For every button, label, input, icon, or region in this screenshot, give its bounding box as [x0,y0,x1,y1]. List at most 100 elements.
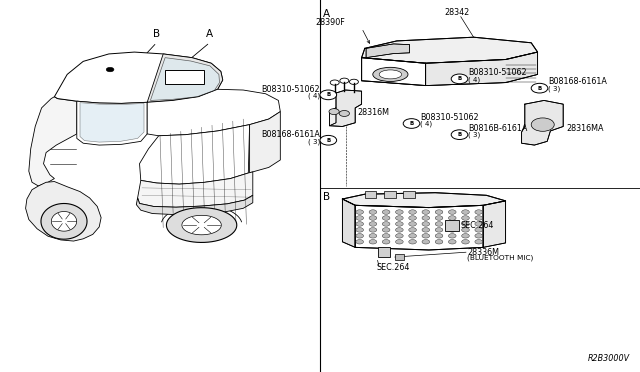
Circle shape [356,228,364,232]
Circle shape [396,240,403,244]
Circle shape [422,234,429,238]
Circle shape [422,240,429,244]
Text: (BLUETOOTH MIC): (BLUETOOTH MIC) [467,255,534,262]
Circle shape [475,228,483,232]
Circle shape [356,210,364,214]
Polygon shape [136,195,253,215]
Circle shape [106,67,114,72]
Circle shape [449,234,456,238]
Text: B: B [410,121,413,126]
Circle shape [451,130,468,140]
Polygon shape [342,199,355,247]
Circle shape [396,228,403,232]
Circle shape [475,210,483,214]
Polygon shape [41,203,87,239]
Circle shape [396,222,403,226]
Text: B: B [326,92,330,97]
Circle shape [449,228,456,232]
Text: ( 3): ( 3) [308,138,320,145]
Polygon shape [166,208,237,243]
Text: B: B [326,138,330,143]
Polygon shape [147,89,280,136]
Polygon shape [138,172,253,207]
Text: ( 3): ( 3) [468,132,481,138]
Circle shape [369,216,377,220]
Circle shape [435,240,443,244]
Circle shape [320,135,337,145]
Circle shape [382,234,390,238]
Circle shape [329,109,339,115]
Text: A: A [206,29,214,39]
Circle shape [461,234,469,238]
Text: R2B3000V: R2B3000V [588,354,630,363]
Circle shape [409,234,417,238]
FancyBboxPatch shape [378,247,390,257]
Circle shape [382,222,390,226]
Circle shape [422,228,429,232]
Circle shape [339,110,349,116]
Ellipse shape [379,70,402,79]
Circle shape [435,222,443,226]
Circle shape [449,222,456,226]
Text: B08168-6161A: B08168-6161A [548,77,607,86]
Circle shape [369,210,377,214]
Circle shape [409,228,417,232]
Polygon shape [80,103,144,142]
Polygon shape [362,58,426,86]
Polygon shape [54,52,223,103]
Polygon shape [426,52,538,86]
Circle shape [422,222,429,226]
Circle shape [451,74,468,84]
Circle shape [461,228,469,232]
Circle shape [422,216,429,220]
Circle shape [356,234,364,238]
Text: B08310-51062: B08310-51062 [420,113,479,122]
Circle shape [320,90,337,100]
Circle shape [369,222,377,226]
Circle shape [461,240,469,244]
FancyBboxPatch shape [365,191,376,198]
Circle shape [531,118,554,131]
Circle shape [403,119,420,128]
Text: A: A [323,9,330,19]
Polygon shape [165,70,204,84]
Polygon shape [366,44,410,58]
Circle shape [356,222,364,226]
Polygon shape [29,97,77,186]
Polygon shape [522,100,563,145]
Polygon shape [362,37,538,63]
Circle shape [449,210,456,214]
Circle shape [396,210,403,214]
Text: 28342: 28342 [445,8,470,17]
Circle shape [422,210,429,214]
Circle shape [382,210,390,214]
Ellipse shape [372,67,408,81]
Text: 28390F: 28390F [316,18,346,27]
Polygon shape [77,101,147,145]
Polygon shape [51,212,77,231]
Polygon shape [342,193,506,208]
Circle shape [382,240,390,244]
Circle shape [435,210,443,214]
Circle shape [409,210,417,214]
Polygon shape [355,205,483,250]
FancyBboxPatch shape [445,220,459,231]
Circle shape [531,83,548,93]
Circle shape [409,240,417,244]
Text: B: B [538,86,541,91]
Text: 28336M: 28336M [467,248,499,257]
Circle shape [369,234,377,238]
Text: ( 4): ( 4) [308,93,320,99]
Polygon shape [147,54,223,102]
Text: SEC.264: SEC.264 [461,221,494,230]
Text: 28316MA: 28316MA [566,124,604,133]
Text: B: B [458,132,461,137]
Text: B08310-51062: B08310-51062 [261,85,320,94]
Circle shape [449,216,456,220]
Circle shape [475,222,483,226]
Polygon shape [26,182,101,241]
Text: B: B [153,29,161,39]
FancyBboxPatch shape [395,254,404,260]
Polygon shape [150,58,220,100]
Circle shape [435,228,443,232]
